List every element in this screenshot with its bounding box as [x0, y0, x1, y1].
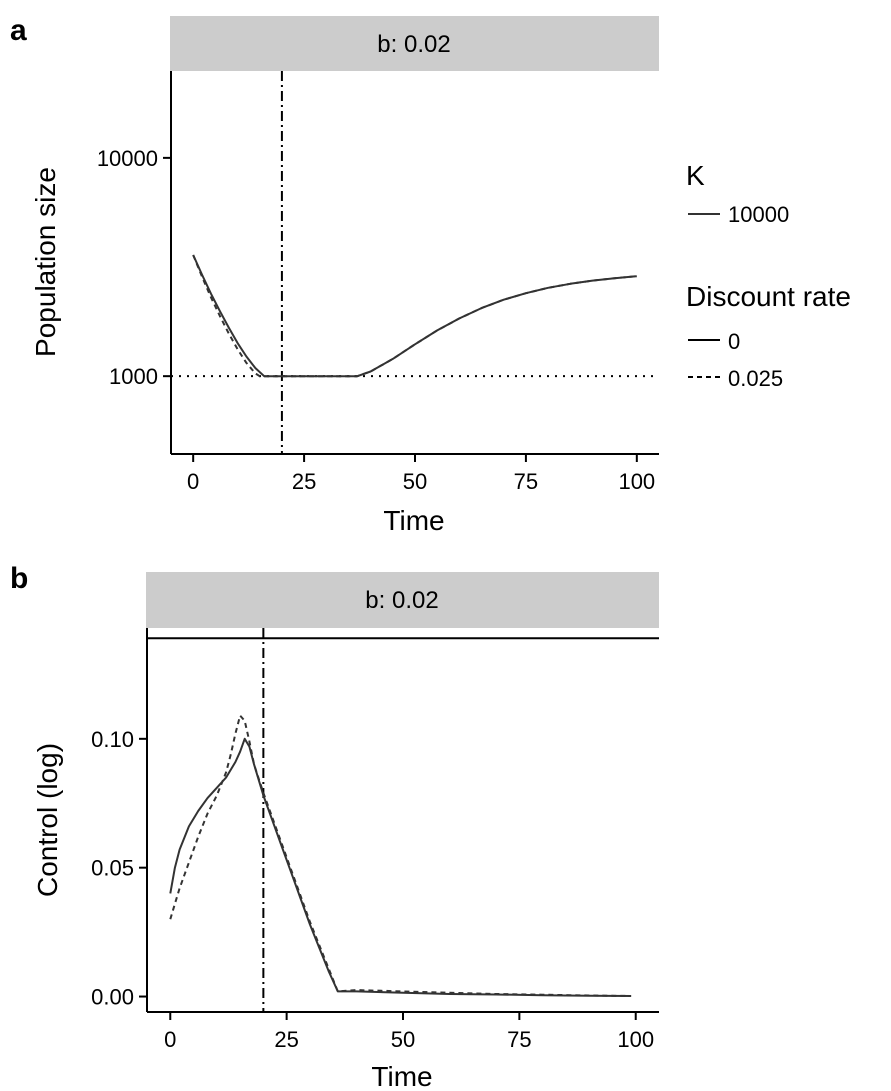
panel-b-y-tick-label: 0.05 [91, 856, 134, 881]
panel-b-series-line-discount-0 [169, 737, 632, 997]
panel-b: b b: 0.02 0 25 50 75 100 0.00 0.05 0.10 Time C… [10, 562, 659, 1091]
panel-b-y-tick-label: 0.10 [91, 727, 134, 752]
legend: K 10000 Discount rate 0 0.025 [686, 160, 851, 391]
panel-b-reference-lines [147, 628, 659, 1012]
legend-discount-title: Discount rate [686, 281, 851, 312]
legend-k-title: K [686, 160, 705, 191]
panel-a-strip-label: b: 0.02 [377, 31, 450, 58]
panel-b-y-tick-label: 0.00 [91, 985, 134, 1010]
panel-a-x-tick-label: 75 [514, 469, 538, 494]
panel-b-x-tick-label: 0 [164, 1027, 176, 1052]
panel-b-x-tick-label: 75 [507, 1027, 531, 1052]
panel-a-x-tick-label: 100 [618, 469, 655, 494]
panel-a-x-tick-label: 0 [187, 469, 199, 494]
panel-b-x-axis-title: Time [371, 1061, 432, 1091]
panel-b-series-line-discount-0025 [169, 714, 632, 997]
panel-b-y-ticks: 0.00 0.05 0.10 [91, 727, 147, 1010]
panel-b-strip [146, 572, 659, 628]
legend-discount-0025-label: 0.025 [728, 366, 783, 391]
panel-b-label: b [10, 562, 28, 595]
panel-a-x-tick-label: 25 [292, 469, 316, 494]
panel-b-x-tick-label: 25 [274, 1027, 298, 1052]
panel-b-x-ticks: 0 25 50 75 100 [164, 1012, 654, 1052]
panel-a-x-axis-title: Time [383, 505, 444, 536]
panel-a-series-line-discount-0 [192, 254, 637, 378]
panel-a-label: a [10, 14, 27, 47]
panel-a-series-line-discount-0025 [192, 254, 637, 378]
panel-a-reference-lines [171, 71, 659, 454]
panel-b-x-tick-label: 50 [391, 1027, 415, 1052]
panel-b-x-tick-label: 100 [617, 1027, 654, 1052]
legend-discount-0-label: 0 [728, 329, 740, 354]
panel-a-y-tick-label: 10000 [97, 146, 158, 171]
panel-a: a b: 0.02 0 25 50 75 100 1000 10000 Time Popu… [10, 14, 659, 536]
panel-a-y-tick-label: 1000 [109, 364, 158, 389]
panel-a-strip [170, 16, 659, 71]
panel-a-series [192, 254, 637, 378]
panel-a-x-tick-label: 50 [403, 469, 427, 494]
panel-a-y-axis-title: Population size [30, 167, 61, 357]
panel-b-series [169, 714, 632, 997]
legend-k-10000-label: 10000 [728, 202, 789, 227]
panel-b-strip-label: b: 0.02 [365, 587, 438, 614]
panel-a-y-ticks: 1000 10000 [97, 146, 171, 389]
panel-b-y-axis-title: Control (log) [32, 743, 63, 897]
panel-a-x-ticks: 0 25 50 75 100 [187, 454, 655, 494]
